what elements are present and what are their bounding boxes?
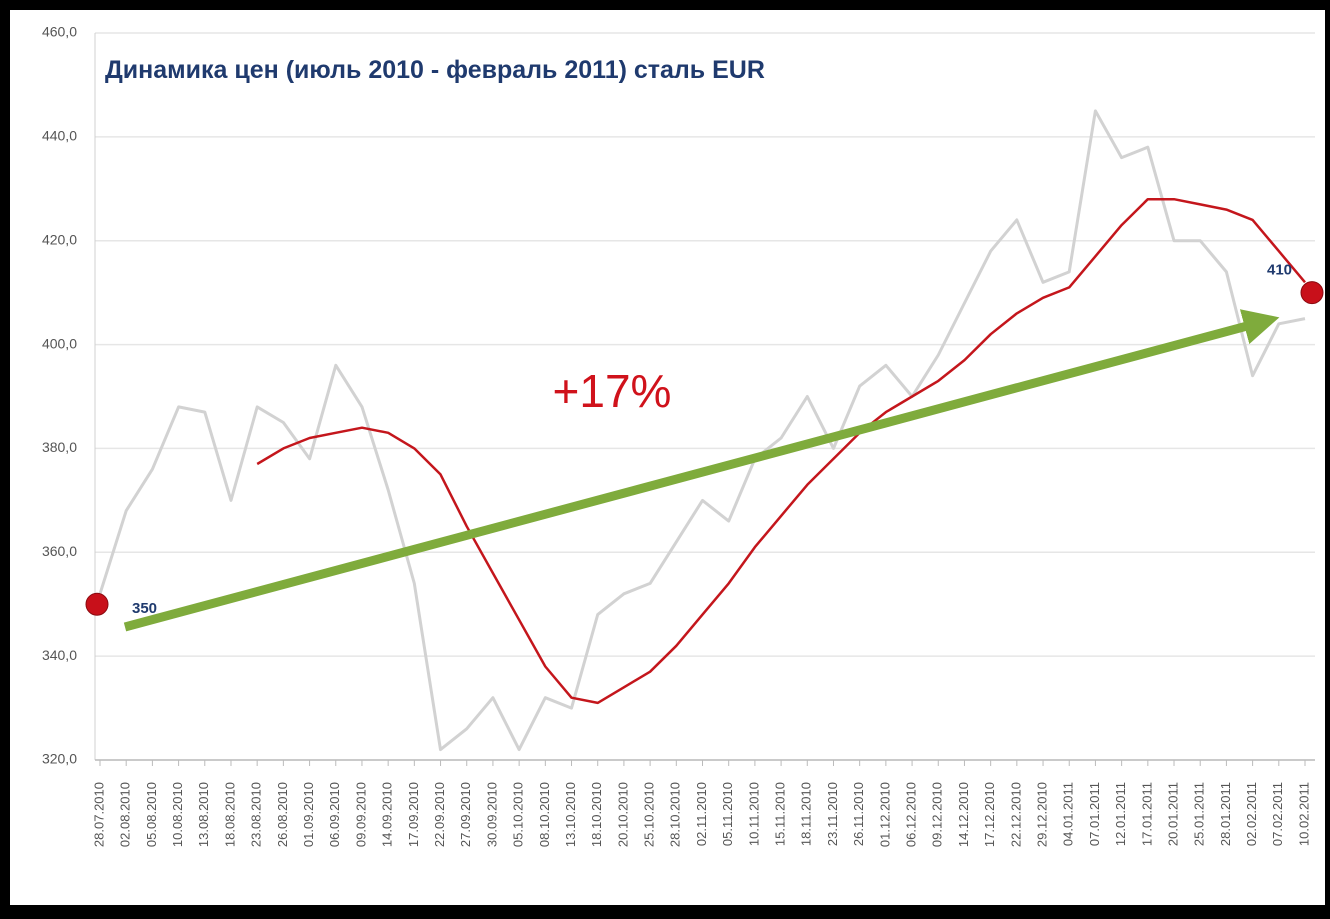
x-tick-label: 25.10.2010 bbox=[642, 782, 657, 847]
x-tick-label: 28.01.2011 bbox=[1218, 782, 1233, 846]
x-tick-label: 13.08.2010 bbox=[196, 782, 211, 847]
x-tick-label: 22.12.2010 bbox=[1008, 782, 1023, 847]
x-tick-label: 09.09.2010 bbox=[353, 782, 368, 847]
x-tick-label: 18.08.2010 bbox=[222, 782, 237, 847]
y-tick-label: 460,0 bbox=[42, 24, 77, 40]
x-tick-label: 07.02.2011 bbox=[1270, 782, 1285, 846]
x-tick-label: 25.01.2011 bbox=[1192, 782, 1207, 846]
x-tick-label: 02.11.2010 bbox=[694, 782, 709, 846]
y-tick-label: 320,0 bbox=[42, 751, 77, 767]
x-tick-label: 17.12.2010 bbox=[982, 782, 997, 847]
x-tick-label: 02.02.2011 bbox=[1244, 782, 1259, 846]
x-tick-label: 07.01.2011 bbox=[1087, 782, 1102, 846]
trend-arrow bbox=[123, 309, 1280, 632]
y-tick-label: 340,0 bbox=[42, 647, 77, 663]
series-line bbox=[256, 197, 1306, 705]
y-tick-label: 440,0 bbox=[42, 128, 77, 144]
x-tick-label: 26.11.2010 bbox=[851, 782, 866, 846]
x-tick-label: 26.08.2010 bbox=[275, 782, 290, 847]
lines bbox=[98, 109, 1306, 752]
chart-background bbox=[10, 10, 1325, 905]
marker-label: 350 bbox=[132, 600, 157, 617]
x-tick-label: 28.10.2010 bbox=[668, 782, 683, 847]
x-tick-label: 10.02.2011 bbox=[1296, 782, 1311, 846]
marker-dot bbox=[1300, 281, 1324, 305]
x-tick-label: 06.09.2010 bbox=[327, 782, 342, 847]
x-tick-label: 28.07.2010 bbox=[91, 782, 106, 847]
x-tick-label: 29.12.2010 bbox=[1034, 782, 1049, 847]
x-tick-label: 14.12.2010 bbox=[956, 782, 971, 847]
chart-title: Динамика цен (июль 2010 - февраль 2011) … bbox=[105, 56, 765, 84]
y-tick-label: 380,0 bbox=[42, 439, 77, 455]
x-tick-label: 05.10.2010 bbox=[511, 782, 526, 847]
x-tick-label: 06.12.2010 bbox=[904, 782, 919, 847]
x-tick-label: 27.09.2010 bbox=[458, 782, 473, 847]
x-tick-label: 10.11.2010 bbox=[746, 782, 761, 846]
x-tick-label: 13.10.2010 bbox=[563, 782, 578, 847]
x-tick-label: 17.09.2010 bbox=[406, 782, 421, 847]
x-tick-label: 22.09.2010 bbox=[432, 782, 447, 847]
x-tick-label: 01.09.2010 bbox=[301, 782, 316, 847]
x-tick-label: 05.11.2010 bbox=[720, 782, 735, 846]
x-tick-label: 18.10.2010 bbox=[589, 782, 604, 847]
x-tick-label: 23.08.2010 bbox=[249, 782, 264, 847]
x-tick-label: 09.12.2010 bbox=[930, 782, 945, 847]
x-tick-label: 20.01.2011 bbox=[1165, 782, 1180, 846]
x-tick-label: 04.01.2011 bbox=[1061, 782, 1076, 846]
x-tick-label: 14.09.2010 bbox=[380, 782, 395, 847]
x-tick-label: 20.10.2010 bbox=[615, 782, 630, 847]
change-annotation: +17% bbox=[553, 365, 672, 417]
marker-label: 410 bbox=[1267, 262, 1292, 279]
x-tick-label: 01.12.2010 bbox=[877, 782, 892, 847]
series-line bbox=[98, 109, 1306, 752]
x-tick-label: 15.11.2010 bbox=[773, 782, 788, 846]
y-tick-label: 360,0 bbox=[42, 543, 77, 559]
grid bbox=[94, 32, 1315, 766]
y-tick-label: 400,0 bbox=[42, 335, 77, 351]
x-tick-label: 23.11.2010 bbox=[825, 782, 840, 846]
x-tick-label: 02.08.2010 bbox=[118, 782, 133, 847]
x-tick-label: 17.01.2011 bbox=[1139, 782, 1154, 846]
y-tick-label: 420,0 bbox=[42, 231, 77, 247]
x-tick-label: 08.10.2010 bbox=[537, 782, 552, 847]
x-tick-label: 05.08.2010 bbox=[144, 782, 159, 847]
x-tick-label: 12.01.2011 bbox=[1113, 782, 1128, 846]
x-tick-label: 30.09.2010 bbox=[484, 782, 499, 847]
marker-dot bbox=[85, 592, 109, 616]
x-tick-label: 18.11.2010 bbox=[799, 782, 814, 846]
x-tick-label: 10.08.2010 bbox=[170, 782, 185, 847]
